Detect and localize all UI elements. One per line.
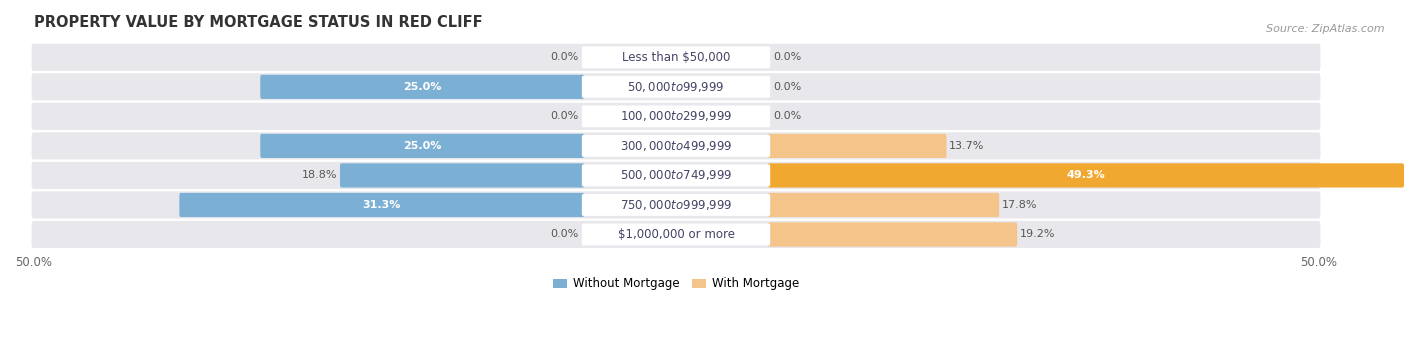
Text: 25.0%: 25.0% (404, 82, 441, 92)
FancyBboxPatch shape (582, 194, 770, 216)
Text: 25.0%: 25.0% (404, 141, 441, 151)
Text: $100,000 to $299,999: $100,000 to $299,999 (620, 109, 733, 123)
Text: $50,000 to $99,999: $50,000 to $99,999 (627, 80, 724, 94)
FancyBboxPatch shape (31, 191, 1320, 219)
Text: 0.0%: 0.0% (551, 112, 579, 121)
Text: 19.2%: 19.2% (1019, 229, 1056, 239)
Legend: Without Mortgage, With Mortgage: Without Mortgage, With Mortgage (548, 273, 804, 295)
Text: PROPERTY VALUE BY MORTGAGE STATUS IN RED CLIFF: PROPERTY VALUE BY MORTGAGE STATUS IN RED… (34, 15, 482, 30)
Text: $750,000 to $999,999: $750,000 to $999,999 (620, 198, 733, 212)
FancyBboxPatch shape (582, 224, 770, 246)
FancyBboxPatch shape (31, 162, 1320, 189)
Text: 0.0%: 0.0% (773, 52, 801, 62)
FancyBboxPatch shape (180, 193, 583, 217)
FancyBboxPatch shape (768, 163, 1405, 188)
Text: $300,000 to $499,999: $300,000 to $499,999 (620, 139, 733, 153)
FancyBboxPatch shape (768, 193, 1000, 217)
FancyBboxPatch shape (260, 134, 583, 158)
FancyBboxPatch shape (31, 73, 1320, 100)
FancyBboxPatch shape (582, 105, 770, 127)
Text: 0.0%: 0.0% (773, 82, 801, 92)
Text: $500,000 to $749,999: $500,000 to $749,999 (620, 168, 733, 182)
Text: 49.3%: 49.3% (1067, 170, 1105, 180)
Text: 0.0%: 0.0% (551, 52, 579, 62)
Text: 13.7%: 13.7% (949, 141, 984, 151)
Text: 0.0%: 0.0% (773, 112, 801, 121)
FancyBboxPatch shape (768, 222, 1017, 247)
FancyBboxPatch shape (31, 103, 1320, 130)
FancyBboxPatch shape (260, 75, 583, 99)
Text: 17.8%: 17.8% (1002, 200, 1038, 210)
Text: 0.0%: 0.0% (551, 229, 579, 239)
FancyBboxPatch shape (768, 134, 946, 158)
FancyBboxPatch shape (582, 76, 770, 98)
Text: $1,000,000 or more: $1,000,000 or more (617, 228, 734, 241)
FancyBboxPatch shape (582, 164, 770, 186)
FancyBboxPatch shape (582, 46, 770, 68)
Text: Less than $50,000: Less than $50,000 (621, 51, 730, 64)
FancyBboxPatch shape (31, 221, 1320, 248)
FancyBboxPatch shape (31, 132, 1320, 160)
FancyBboxPatch shape (31, 44, 1320, 71)
FancyBboxPatch shape (582, 135, 770, 157)
Text: 31.3%: 31.3% (363, 200, 401, 210)
FancyBboxPatch shape (340, 163, 583, 188)
Text: 18.8%: 18.8% (302, 170, 337, 180)
Text: Source: ZipAtlas.com: Source: ZipAtlas.com (1267, 24, 1385, 34)
